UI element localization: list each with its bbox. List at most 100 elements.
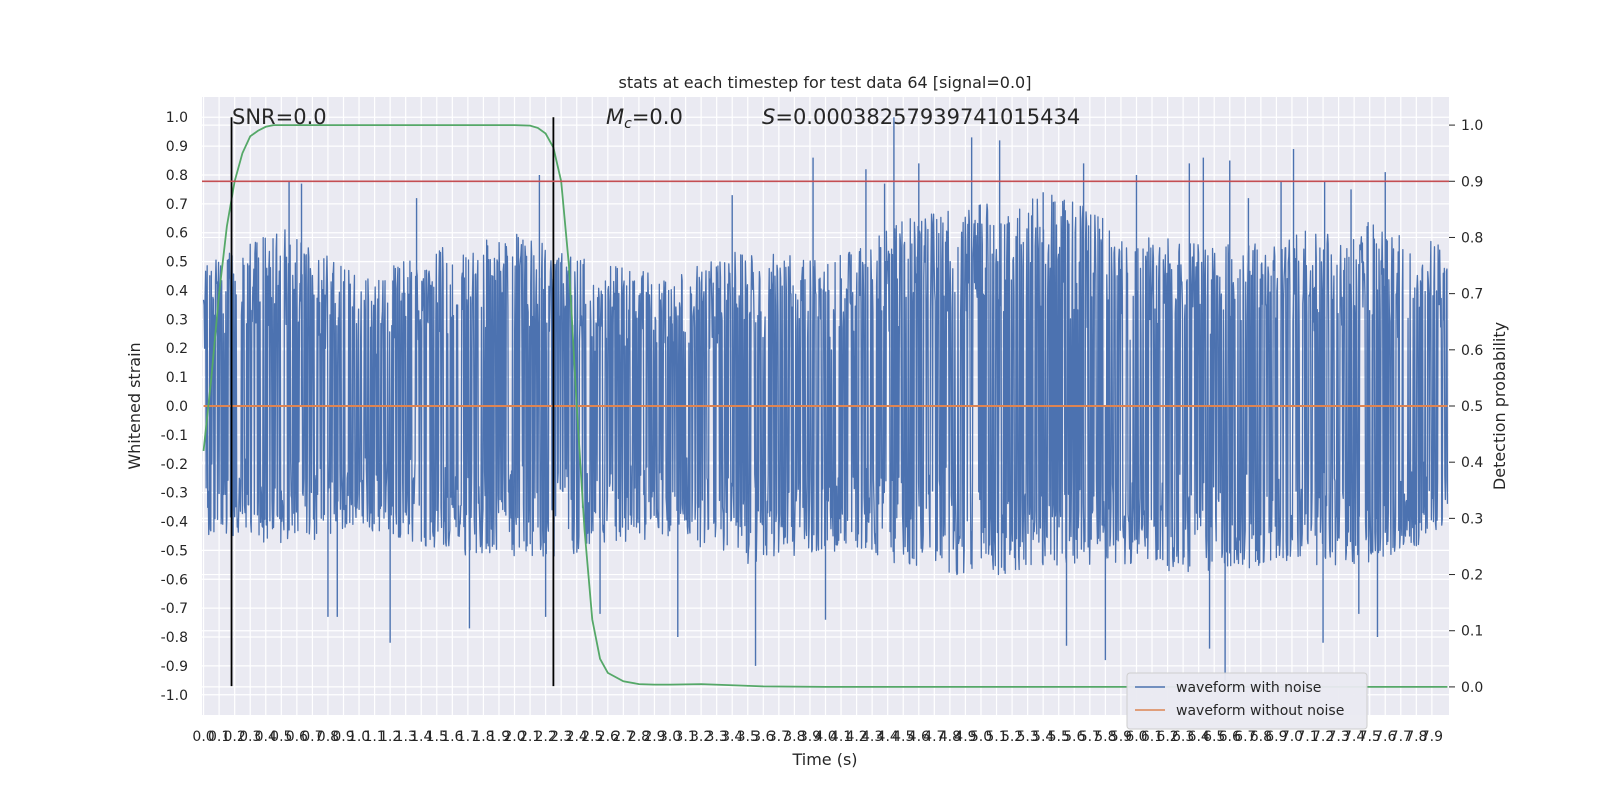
y-tick-label: -1.0 [161,688,188,704]
y-tick-label: 0.9 [166,139,188,155]
y2-tick-label: 0.2 [1461,568,1483,584]
x-tick-label: 0.3 [239,729,261,745]
x-tick-label: 7.6 [1374,729,1396,745]
x-tick-label: 3.2 [690,729,712,745]
x-tick-label: 2.6 [597,729,619,745]
y-tick-label: 1.0 [166,110,188,126]
x-tick-label: 6.1 [1141,729,1163,745]
x-tick-label: 6.4 [1188,729,1210,745]
x-tick-label: 5.4 [1032,729,1054,745]
x-tick-label: 0.7 [301,729,323,745]
x-tick-label: 4.0 [814,729,836,745]
x-tick-label: 5.0 [970,729,992,745]
x-tick-label: 3.7 [768,729,790,745]
x-tick-label: 6.2 [1156,729,1178,745]
x-tick-label: 0.0 [192,729,214,745]
y-tick-label: -0.8 [161,630,188,646]
y2-tick-label: 0.0 [1461,680,1483,696]
x-tick-label: 1.7 [457,729,479,745]
x-tick-label: 0.4 [255,729,277,745]
x-tick-label: 2.1 [519,729,541,745]
x-tick-label: 1.8 [472,729,494,745]
x-tick-label: 1.4 [410,729,432,745]
legend-box [1126,672,1368,730]
y-tick-label: 0.7 [166,197,188,213]
chart-title: stats at each timestep for test data 64 … [619,73,1032,92]
y-tick-label: -0.1 [161,428,188,444]
x-tick-label: 4.6 [908,729,930,745]
x-tick-label: 3.5 [737,729,759,745]
x-tick-label: 7.0 [1281,729,1303,745]
s-annotation: S=0.00038257939741015434 [762,105,1080,129]
x-tick-label: 5.7 [1079,729,1101,745]
x-tick-label: 1.6 [441,729,463,745]
x-tick-label: 2.0 [503,729,525,745]
x-tick-label: 2.2 [534,729,556,745]
x-tick-label: 7.4 [1343,729,1365,745]
x-tick-label: 3.3 [706,729,728,745]
x-tick-label: 4.7 [923,729,945,745]
snr-annotation: SNR=0.0 [232,105,327,129]
legend: waveform with noise waveform without noi… [1126,672,1368,730]
x-tick-label: 5.2 [1001,729,1023,745]
y2-tick-label: 0.5 [1461,399,1483,415]
y-tick-label: 0.5 [166,255,188,271]
x-tick-label: 2.8 [628,729,650,745]
x-tick-label: 1.9 [488,729,510,745]
x-tick-label: 0.6 [286,729,308,745]
x-tick-label: 1.2 [379,729,401,745]
y-tick-label: -0.9 [161,659,188,675]
x-tick-label: 4.9 [954,729,976,745]
x-tick-label: 3.4 [721,729,743,745]
y-tick-label: 0.6 [166,226,188,242]
y2-tick-label: 0.3 [1461,511,1483,527]
x-tick-label: 6.3 [1172,729,1194,745]
x-tick-label: 7.7 [1390,729,1412,745]
x-tick-label: 4.2 [845,729,867,745]
x-tick-label: 4.5 [892,729,914,745]
x-tick-label: 5.1 [985,729,1007,745]
x-tick-label: 2.7 [612,729,634,745]
x-tick-label: 6.7 [1234,729,1256,745]
x-tick-label: 0.2 [224,729,246,745]
x-tick-label: 6.9 [1265,729,1287,745]
x-tick-label: 3.0 [659,729,681,745]
y-tick-label: 0.8 [166,168,188,184]
x-tick-label: 6.5 [1203,729,1225,745]
y-tick-label: 0.3 [166,312,188,328]
x-tick-label: 0.1 [208,729,230,745]
x-axis-label: Time (s) [791,750,857,769]
y-axis-label: Whitened strain [125,342,144,469]
x-tick-label: 4.8 [939,729,961,745]
x-tick-label: 1.0 [348,729,370,745]
x-tick-label: 6.0 [1125,729,1147,745]
y-tick-label: 0.4 [166,283,188,299]
x-tick-label: 3.9 [799,729,821,745]
x-tick-label: 4.1 [830,729,852,745]
y2-tick-label: 0.6 [1461,343,1483,359]
detection-probability-line [202,124,1448,688]
y2-tick-label: 1.0 [1461,118,1483,134]
x-tick-label: 2.4 [566,729,588,745]
x-tick-label: 3.8 [783,729,805,745]
y-tick-label: -0.5 [161,543,188,559]
x-tick-label: 6.6 [1219,729,1241,745]
mc-annotation: Mc=0.0 [606,105,683,132]
x-tick-label: 5.6 [1063,729,1085,745]
y2-tick-label: 0.1 [1461,624,1483,640]
x-tick-label: 1.3 [395,729,417,745]
y2-axis-label: Detection probability [1490,322,1509,490]
x-tick-label: 5.9 [1110,729,1132,745]
x-tick-label: 4.4 [877,729,899,745]
x-tick-label: 3.1 [674,729,696,745]
x-tick-label: 4.3 [861,729,883,745]
y2-tick-label: 0.8 [1461,230,1483,246]
x-tick-label: 7.2 [1312,729,1334,745]
y-tick-label: 0.0 [166,399,188,415]
legend-label-noise: waveform with noise [1176,680,1321,696]
x-tick-label: 2.5 [581,729,603,745]
x-tick-label: 7.3 [1327,729,1349,745]
legend-label-clean: waveform without noise [1176,703,1344,719]
x-tick-label: 7.8 [1405,729,1427,745]
